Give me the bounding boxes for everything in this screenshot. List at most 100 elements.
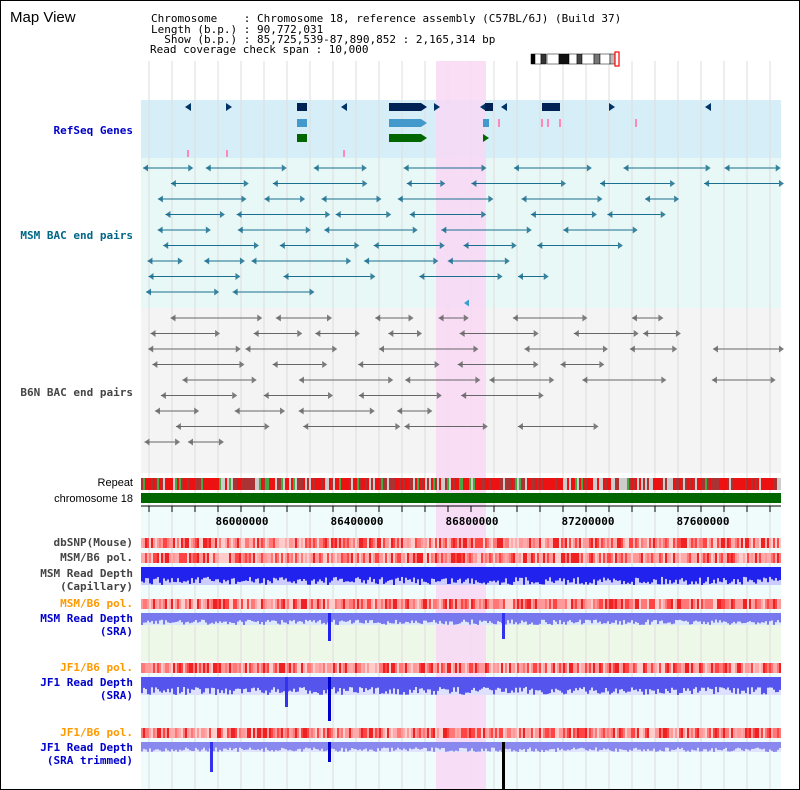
jf1-depth-trimmed-bar [337, 742, 339, 752]
msm-bac-end-marker [504, 257, 510, 265]
dbsnp-track-cell [519, 538, 521, 548]
repeat-segment [649, 478, 651, 490]
track-label-msm-bac[interactable]: MSM BAC end pairs [20, 229, 133, 242]
msm-depth-capillary-bar [595, 567, 597, 585]
track-label-jf1-depth[interactable]: JF1 Read Depth [40, 676, 133, 689]
jf1-depth-sra-bar [433, 677, 435, 691]
msm-depth-capillary-bar [601, 567, 603, 583]
msm-bac-end-marker [463, 242, 469, 249]
msm-pol-sra-track-cell [289, 599, 291, 609]
msm-pol-sra-track-cell [543, 599, 545, 609]
track-label-b6n-bac[interactable]: B6N BAC end pairs [20, 386, 133, 399]
repeat-segment [345, 478, 347, 490]
jf1-pol-track-cell [507, 663, 509, 673]
dbsnp-track-cell [243, 538, 245, 548]
repeat-segment [463, 478, 465, 490]
msm-pol-sra-track-cell [165, 599, 167, 609]
jf1-depth-trimmed-bar [519, 742, 521, 750]
jf1-pol-track-cell [319, 663, 321, 673]
msm-pol-sra-track-cell [405, 599, 407, 609]
jf1-pol-2-track-cell [653, 728, 655, 738]
jf1-depth-trimmed-bar [235, 742, 237, 749]
msm-pol-sra-track-cell [491, 599, 493, 609]
jf1-pol-track-cell [753, 663, 755, 673]
jf1-depth-trimmed-bar [405, 742, 407, 750]
b6n-bac-end-marker [150, 330, 156, 337]
msm-pol-sra-track-cell [191, 599, 193, 609]
msm-pol-sra-track-cell [461, 599, 463, 609]
jf1-depth-trimmed-bar [723, 742, 725, 750]
track-label-msm-pol[interactable]: MSM/B6 pol. [60, 551, 133, 564]
track-label-msm-depth-cap[interactable]: MSM Read Depth [40, 567, 133, 580]
msm-depth-sra-bar [521, 613, 523, 621]
msm-pol-sra-track-cell [569, 599, 571, 609]
jf1-pol-2-track-cell [261, 728, 263, 738]
msm-pol-track-cell [577, 553, 579, 563]
jf1-pol-2-track-cell [153, 728, 155, 738]
msm-pol-track-cell [277, 553, 279, 563]
jf1-depth-sra-bar [213, 677, 215, 689]
track-label-msm-pol-sra[interactable]: MSM/B6 pol. [60, 597, 133, 610]
b6n-bac-end-marker [549, 376, 555, 384]
repeat-segment [355, 478, 357, 490]
jf1-pol-2-track-cell [735, 728, 737, 738]
jf1-pol-track-cell [281, 663, 283, 673]
jf1-pol-2-track-cell [597, 728, 599, 738]
msm-depth-capillary-bar [501, 567, 503, 583]
repeat-segment [771, 478, 773, 490]
msm-depth-capillary-bar [291, 567, 293, 583]
track-label-jf1-pol-2[interactable]: JF1/B6 pol. [60, 726, 133, 739]
b6n-bac-end-marker [482, 423, 488, 430]
jf1-depth-trimmed-bar [653, 742, 655, 749]
track-label-msm-depth-sra[interactable]: MSM Read Depth [40, 612, 133, 625]
repeat-segment [499, 478, 501, 490]
track-label-refseq[interactable]: RefSeq Genes [53, 124, 133, 137]
b6n-bac-end-marker [175, 438, 181, 446]
jf1-pol-track-cell [559, 663, 561, 673]
jf1-depth-trimmed-bar [705, 742, 707, 750]
msm-depth-sra-bar [429, 613, 431, 623]
ideogram-band [530, 53, 536, 65]
track-label-dbsnp[interactable]: dbSNP(Mouse) [53, 536, 133, 549]
b6n-bac-end-marker [358, 361, 364, 368]
jf1-pol-2-track-cell [531, 728, 533, 738]
jf1-depth-sra-bar [709, 677, 711, 689]
dbsnp-track-cell [177, 538, 179, 548]
msm-depth-capillary-bar [269, 567, 271, 582]
jf1-pol-2-track-cell [633, 728, 635, 738]
msm-depth-capillary-bar [273, 567, 275, 578]
jf1-pol-2-track-cell [149, 728, 151, 738]
dbsnp-track-cell [233, 538, 235, 548]
msm-pol-track-cell [245, 553, 247, 563]
msm-depth-sra-bar [753, 613, 755, 623]
b6n-bac-end-marker [712, 345, 718, 353]
jf1-pol-2-track-cell [195, 728, 197, 738]
b6n-bac-end-marker [538, 392, 544, 399]
track-label-jf1-trimmed[interactable]: JF1 Read Depth [40, 741, 133, 754]
msm-depth-sra-bar [751, 613, 753, 623]
jf1-depth-trimmed-bar [639, 742, 641, 750]
repeat-segment [265, 478, 267, 490]
dbsnp-track-cell [419, 538, 421, 548]
jf1-pol-2-track-cell [641, 728, 643, 738]
jf1-depth-sra-bar [333, 677, 335, 688]
jf1-depth-sra-bar [427, 677, 429, 690]
repeat-segment [263, 478, 265, 490]
msm-depth-sra-bar [237, 613, 239, 622]
repeat-segment [411, 478, 413, 490]
msm-pol-sra-track-cell [519, 599, 521, 609]
jf1-depth-sra-bar [667, 677, 669, 692]
msm-depth-capillary-bar [615, 567, 617, 581]
dbsnp-track-cell [537, 538, 539, 548]
msm-depth-capillary-bar [251, 567, 253, 582]
b6n-bac-end-marker [461, 392, 467, 399]
jf1-pol-2-track-cell [433, 728, 435, 738]
track-label-jf1-pol[interactable]: JF1/B6 pol. [60, 661, 133, 674]
msm-pol-sra-track-cell [241, 599, 243, 609]
jf1-pol-2-track-cell [543, 728, 545, 738]
jf1-pol-track-cell [179, 663, 181, 673]
jf1-pol-2-track-cell [333, 728, 335, 738]
jf1-depth-sra-bar [569, 677, 571, 690]
jf1-pol-2-track-cell [717, 728, 719, 738]
